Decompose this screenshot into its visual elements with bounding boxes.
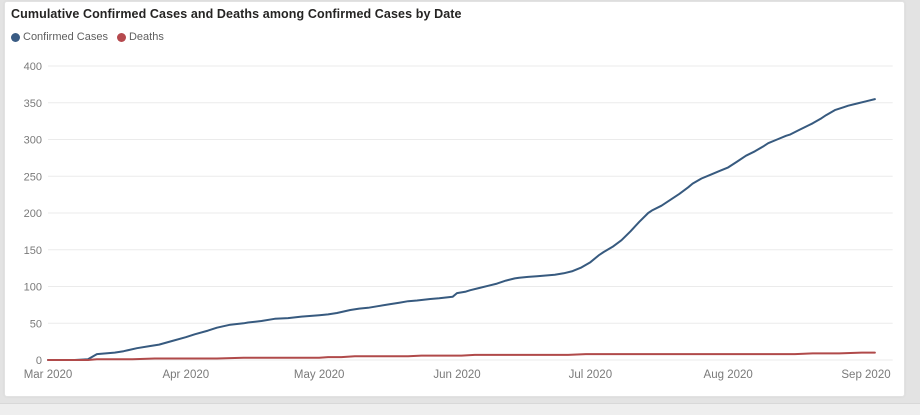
x-axis-tick-label: Jun 2020 — [433, 369, 480, 381]
x-axis-tick-label: Mar 2020 — [24, 369, 73, 381]
y-axis-tick-label: 250 — [24, 171, 42, 183]
y-axis-tick-label: 0 — [36, 355, 42, 367]
chart-area: 0 50 100 150 200 250 300 350 400 Mar 2020 Apr 2020… — [5, 2, 904, 395]
x-axis-tick-label: Jul 2020 — [569, 369, 612, 381]
confirmed-cases-legend-dot-icon — [11, 32, 20, 42]
y-axis-tick-label: 400 — [24, 61, 42, 73]
chart-legend: Confirmed Cases Deaths — [11, 31, 164, 43]
legend-item-confirmed-cases[interactable]: Confirmed Cases — [11, 31, 108, 43]
y-axis-tick-label: 100 — [24, 282, 42, 294]
x-axis-tick-label: Sep 2020 — [841, 369, 890, 381]
legend-label: Confirmed Cases — [23, 31, 108, 43]
y-axis-tick-label: 350 — [24, 98, 42, 110]
series-line-deaths[interactable] — [47, 351, 876, 361]
deaths-legend-dot-icon — [116, 32, 126, 42]
y-axis-tick-label: 200 — [24, 208, 42, 220]
chart-card: 0 50 100 150 200 250 300 350 400 Mar 2020 Apr 2020… — [4, 1, 905, 397]
legend-item-deaths[interactable]: Deaths — [116, 31, 164, 43]
series-line-confirmed-cases[interactable] — [47, 98, 876, 361]
x-axis-tick-label: May 2020 — [294, 369, 345, 381]
legend-label: Deaths — [128, 31, 164, 43]
y-axis-tick-label: 300 — [24, 135, 42, 147]
x-axis-tick-label: Aug 2020 — [704, 369, 753, 381]
y-axis-tick-label: 50 — [30, 318, 42, 330]
chart-title: Cumulative Confirmed Cases and Deaths am… — [11, 7, 462, 21]
x-axis-tick-label: Apr 2020 — [162, 369, 209, 381]
y-axis-tick-label: 150 — [24, 245, 42, 257]
next-visual-top-edge — [0, 403, 920, 415]
cases-deaths-line-chart: 0 50 100 150 200 250 300 350 400 Mar 2020 Apr 2020… — [24, 61, 893, 381]
